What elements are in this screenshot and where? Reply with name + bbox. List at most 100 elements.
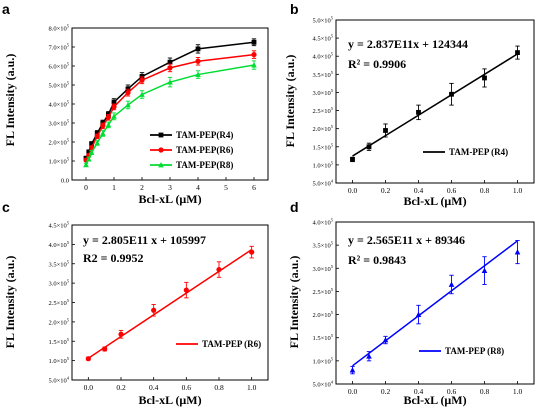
data-point <box>167 65 173 71</box>
data-point <box>216 266 222 273</box>
fit-equation: y = 2.837E11x + 124344 <box>348 37 468 51</box>
y-tick-label: 5.0×104 <box>48 376 69 385</box>
y-tick-label: 2.5×105 <box>312 106 333 115</box>
y-tick-label: 1.0×105 <box>312 160 333 169</box>
data-point <box>89 141 94 147</box>
y-tick-label: 2.0×105 <box>312 310 333 319</box>
y-tick-label: 1.5×105 <box>48 337 69 346</box>
x-tick-label: 0.6 <box>447 186 457 195</box>
legend-label: TAM-PEP (R6) <box>202 339 261 349</box>
y-tick-label: 3.0×105 <box>312 88 333 97</box>
data-point <box>118 331 124 337</box>
data-point <box>449 91 454 97</box>
y-tick-label: 2.0×105 <box>312 124 333 133</box>
chart-panel-b: 0.0 0.2 0.4 0.6 0.8 1.0 5.0×104 1.0×105 1.5×105 2… <box>283 16 535 208</box>
legend-label: TAM-PEP (R4) <box>449 147 508 157</box>
x-tick-label: 1.0 <box>513 387 523 396</box>
data-point <box>350 157 355 162</box>
plot-frame <box>335 19 535 184</box>
y-tick-label: 5.0×105 <box>312 16 333 25</box>
data-point <box>100 130 106 136</box>
data-point <box>86 149 92 155</box>
data-point <box>85 356 91 362</box>
y-tick-label: 3.0×105 <box>48 119 69 128</box>
x-tick-label: 0.6 <box>182 383 192 392</box>
y-tick-label: 1.0×105 <box>312 356 333 365</box>
y-tick-label: 3.0×105 <box>48 279 69 288</box>
data-point <box>366 144 372 150</box>
y-tick-label: 8.0×105 <box>48 24 69 33</box>
data-point <box>448 281 455 287</box>
fit-r-squared: R2 = 0.9952 <box>83 251 144 265</box>
y-axis-title: FL Intensity (a.u.) <box>283 55 297 148</box>
data-point <box>86 156 92 162</box>
x-tick-label: 0.4 <box>414 186 424 195</box>
y-tick-label: 6.0×105 <box>48 62 69 71</box>
y-tick-label: 4.0×105 <box>48 100 69 109</box>
data-point <box>416 109 421 115</box>
data-point <box>249 249 255 255</box>
data-point <box>383 128 388 133</box>
data-point <box>251 62 257 68</box>
data-point <box>102 346 108 352</box>
x-tick-label: 5 <box>224 183 228 192</box>
y-axis-title: FL Intensity (a.u.) <box>287 256 301 349</box>
fit-line <box>87 248 253 359</box>
legend-label: TAM-PEP(R6) <box>176 145 233 155</box>
legend-marker <box>158 147 164 153</box>
x-tick-label: 0.2 <box>381 186 391 195</box>
data-point <box>515 50 520 55</box>
x-tick-label: 1.0 <box>513 186 523 195</box>
x-tick-label: 0.0 <box>84 383 94 392</box>
panel-letter-c: c <box>2 199 10 215</box>
fit-equation: y = 2.565E11 x + 89346 <box>348 233 465 247</box>
y-tick-label: 2.5×105 <box>48 298 69 307</box>
x-tick-label: 0.0 <box>348 186 358 195</box>
data-point <box>349 367 356 373</box>
x-tick-label: 2 <box>140 183 144 192</box>
fit-line <box>352 240 518 367</box>
data-point <box>151 307 157 313</box>
data-point <box>183 287 189 293</box>
data-point <box>88 149 95 155</box>
x-tick-label: 0.0 <box>348 387 358 396</box>
data-point <box>251 39 257 45</box>
y-tick-label: 5.0×104 <box>312 380 333 389</box>
y-tick-label: 7.0×105 <box>48 43 69 52</box>
x-tick-label: 3 <box>168 183 172 192</box>
data-point <box>195 71 201 77</box>
data-point <box>366 353 372 359</box>
data-point <box>251 52 257 58</box>
fit-r-squared: R² = 0.9906 <box>348 57 406 71</box>
fit-r-squared: R² = 0.9843 <box>348 253 406 267</box>
y-tick-label: 1.5×105 <box>312 142 333 151</box>
chart-panel-c: 0.0 0.2 0.4 0.6 0.8 1.0 5.0×104 1.0×105 1.5×105 2… <box>3 221 269 407</box>
data-point <box>481 267 488 273</box>
plot-frame <box>71 27 269 181</box>
y-tick-label: 2.0×105 <box>48 317 69 326</box>
data-point <box>167 59 173 65</box>
x-axis-title: Bcl-xL (μM) <box>138 192 201 206</box>
x-axis-title: Bcl-xL (μM) <box>138 393 201 407</box>
y-tick-label: 1.0×105 <box>48 356 69 365</box>
panel-letter-a: a <box>2 1 10 17</box>
y-tick-label: 3.5×105 <box>48 259 69 268</box>
y-tick-label: 1.5×105 <box>312 333 333 342</box>
x-tick-label: 0.8 <box>214 383 224 392</box>
panel-letter-b: b <box>290 1 299 17</box>
x-tick-label: 0 <box>84 183 88 192</box>
x-tick-label: 0.4 <box>149 383 159 392</box>
x-tick-label: 4 <box>196 183 200 192</box>
data-point <box>125 90 131 96</box>
data-point <box>415 311 422 317</box>
data-point <box>514 249 521 255</box>
y-tick-label: 3.5×105 <box>312 70 333 79</box>
y-tick-label: 3.0×105 <box>312 264 333 273</box>
y-tick-label: 2.0×105 <box>48 138 69 147</box>
y-tick-label: 5.0×105 <box>48 81 69 90</box>
data-point <box>195 58 201 64</box>
y-tick-label: 4.0×105 <box>312 52 333 61</box>
x-tick-label: 0.8 <box>480 186 490 195</box>
plot-frame <box>71 224 269 381</box>
